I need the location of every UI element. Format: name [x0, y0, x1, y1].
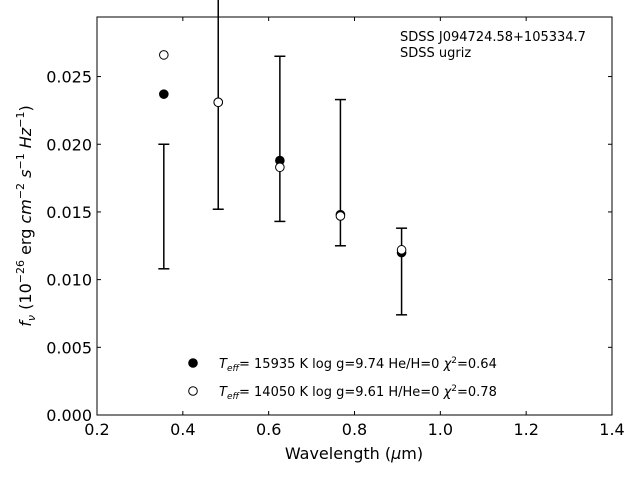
- model-point-filled: [159, 89, 169, 99]
- model-point-open: [159, 50, 169, 60]
- y-tick-label: 0.005: [46, 338, 92, 357]
- legend: Teff= 15935 K log g=9.74 He/H=0 χ2=0.64 …: [188, 356, 497, 402]
- x-tick-label: 0.8: [342, 420, 367, 439]
- y-tick-label: 0.020: [46, 135, 92, 154]
- legend-marker-filled: [188, 358, 198, 368]
- x-tick-label: 0.6: [256, 420, 281, 439]
- legend-entry-1: Teff= 15935 K log g=9.74 He/H=0 χ2=0.64: [219, 356, 497, 374]
- legend-marker-open: [188, 386, 198, 396]
- plot-frame: [96, 16, 613, 416]
- x-tick-label: 1.2: [513, 420, 538, 439]
- model-point-open: [275, 162, 285, 173]
- y-tick-label: 0.015: [46, 203, 92, 222]
- y-tick-label: 0.025: [46, 68, 92, 87]
- y-axis-label: fν (10−26 erg cm−2 s−1 Hz−1): [14, 105, 38, 326]
- legend-entry-2: Teff= 14050 K log g=9.61 H/He=0 χ2=0.78: [219, 384, 497, 402]
- model-markers: [159, 50, 407, 258]
- y-tick-label: 0.000: [46, 406, 92, 425]
- x-tick-label: 1.4: [599, 420, 624, 439]
- model-point-open: [213, 97, 224, 108]
- x-axis-label: Wavelength (μm): [285, 444, 423, 463]
- model-point-open: [335, 211, 346, 221]
- y-tick-label: 0.010: [46, 271, 92, 290]
- y-axis-ticks: 0.000 0.005 0.010 0.015 0.020 0.025: [46, 68, 612, 425]
- annotation-object-name: SDSS J094724.58+105334.7: [400, 30, 586, 45]
- x-tick-label: 1.0: [428, 420, 453, 439]
- x-tick-label: 0.2: [84, 420, 109, 439]
- model-point-open: [396, 245, 407, 255]
- annotation-survey: SDSS ugriz: [400, 46, 471, 61]
- x-tick-label: 0.4: [170, 420, 195, 439]
- x-axis-ticks: 0.2 0.4 0.6 0.8 1.0 1.2 1.4: [84, 17, 625, 439]
